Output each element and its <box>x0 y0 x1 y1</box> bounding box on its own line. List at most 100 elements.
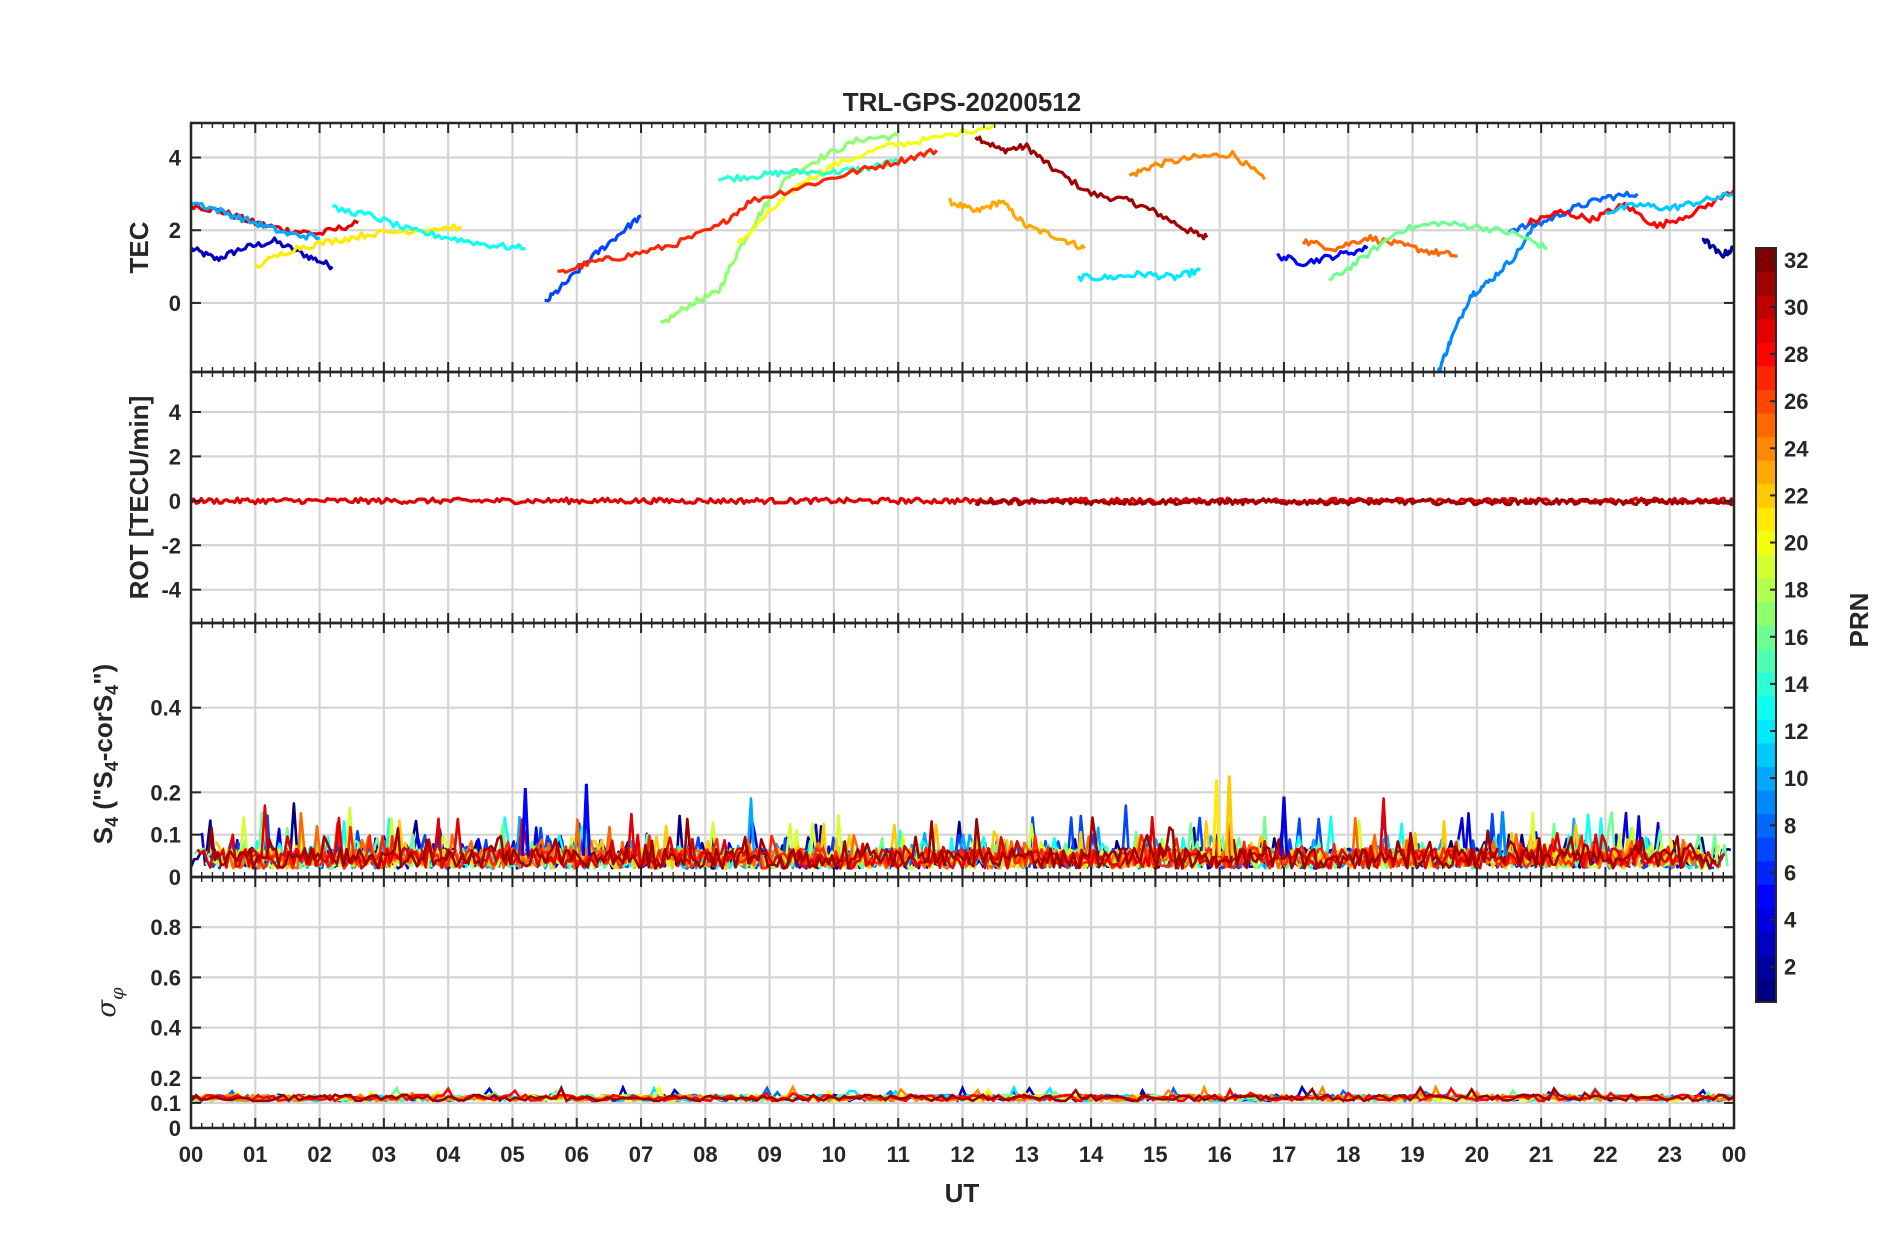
colorbar-tick-label: 32 <box>1784 248 1808 273</box>
panel-tec-series-prn13 <box>332 204 526 251</box>
tick-layer <box>190 123 1735 1129</box>
x-axis-label: UT <box>945 1178 980 1208</box>
panel-tec-series-prn10 <box>190 201 321 241</box>
panel-tec-series-prn23 <box>948 197 1086 251</box>
colorbar-segment <box>1756 507 1776 532</box>
panel-tec-series-prn11 <box>1604 191 1735 215</box>
colorbar-segment <box>1756 412 1776 438</box>
x-tick-label: 20 <box>1465 1142 1489 1167</box>
x-tick-label: 17 <box>1272 1142 1296 1167</box>
y-axis-label-rot: ROT [TECU/min] <box>124 396 154 600</box>
x-tick-label: 00 <box>179 1142 203 1167</box>
panel-s4-peak-prn5 <box>520 788 530 856</box>
y-axis-label-part: 4 <box>102 685 122 695</box>
x-tick-label: 18 <box>1336 1142 1360 1167</box>
panel-tec-series-prn17 <box>660 131 900 324</box>
x-tick-label: 00 <box>1722 1142 1746 1167</box>
x-tick-label: 23 <box>1657 1142 1681 1167</box>
panel-tec-series-prn28 <box>1526 189 1736 229</box>
y-axis-label-part: -corS <box>88 695 118 761</box>
y-axis-label-part: 4 <box>102 761 122 771</box>
y-axis-label-part: φ <box>107 987 128 1000</box>
panel-s4-peak-prn4 <box>1279 796 1289 856</box>
x-tick-label: 10 <box>822 1142 846 1167</box>
colorbar-tick-label: 28 <box>1784 342 1808 367</box>
panel-rot-ytick-label: 4 <box>169 400 182 425</box>
panel-s4-peak-prn22 <box>1224 775 1234 856</box>
colorbar-tick-label: 12 <box>1784 719 1808 744</box>
x-tick-label: 12 <box>950 1142 974 1167</box>
panel-tec-series-prn27 <box>557 147 938 274</box>
panel-tec-series-prn12 <box>1076 267 1202 283</box>
colorbar-segment <box>1756 318 1776 343</box>
y-axis-label-tec: TEC <box>124 221 154 273</box>
colorbar-segment <box>1756 789 1776 815</box>
colorbar-segment <box>1756 672 1776 697</box>
panel-sigma-series-prn31 <box>190 1084 1735 1103</box>
panel-rot-ytick-label: -4 <box>161 578 181 603</box>
panel-tec-series-prn9 <box>1436 215 1543 373</box>
colorbar-tick-label: 4 <box>1784 908 1797 933</box>
colorbar-segment <box>1756 271 1776 296</box>
colorbar-frame <box>1755 247 1777 1003</box>
colorbar-tick-label: 16 <box>1784 625 1808 650</box>
colorbar-segment <box>1756 766 1776 791</box>
panel-tec-series-prn5 <box>1276 244 1369 268</box>
colorbar-segment <box>1756 530 1776 555</box>
panel-rot-ytick-label: -2 <box>161 533 181 558</box>
colorbar-tick-label: 2 <box>1784 955 1796 980</box>
colorbar-tick-label: 10 <box>1784 766 1808 791</box>
panel-tec-series-prn2 <box>1701 237 1735 259</box>
x-tick-label: 11 <box>887 1142 910 1167</box>
panel-s4-peak-prn5 <box>581 783 591 856</box>
x-tick-label: 19 <box>1400 1142 1424 1167</box>
panel-s4-ytick-label: 0.2 <box>150 780 181 805</box>
colorbar-segment <box>1756 648 1776 673</box>
chart-title: TRL-GPS-20200512 <box>843 87 1081 117</box>
panel-s4-peak-prn9 <box>1498 811 1508 856</box>
panel-tec-ytick-label: 0 <box>169 291 181 316</box>
colorbar-tick-label: 14 <box>1784 672 1809 697</box>
panel-tec-series-prn25 <box>1301 234 1458 258</box>
y-axis-label-part: ("S <box>88 771 118 817</box>
panel-s4-ytick-label: 0 <box>169 865 181 890</box>
x-tick-label: 05 <box>500 1142 524 1167</box>
x-tick-label: 14 <box>1079 1142 1104 1167</box>
panel-tec-ytick-label: 2 <box>169 218 181 243</box>
x-tick-label: 08 <box>693 1142 717 1167</box>
colorbar-tick-label: 24 <box>1784 436 1809 461</box>
colorbar-segment <box>1756 460 1776 485</box>
panel-rot-ytick-label: 0 <box>169 489 181 514</box>
y-axis-label-part: ") <box>88 664 118 685</box>
colorbar-segment <box>1756 978 1776 1003</box>
panel-tec-series-prn16 <box>1328 220 1548 282</box>
y-axis-label-s4: S4 ("S4-corS4") <box>88 664 122 844</box>
panel-sigma_phi-ytick-label: 0.4 <box>150 1016 181 1041</box>
panel-s4-ytick-label: 0.1 <box>150 823 181 848</box>
colorbar-segment <box>1756 884 1776 909</box>
x-tick-label: 03 <box>372 1142 396 1167</box>
panel-tec-series-prn3 <box>189 236 334 271</box>
colorbar-segment <box>1756 248 1776 273</box>
colorbar-label: PRN <box>1844 593 1874 648</box>
colorbar-segment <box>1756 436 1776 461</box>
panel-s4-ytick-label: 0.4 <box>150 696 181 721</box>
colorbar-segment <box>1756 389 1776 414</box>
panel-rot-ytick-label: 2 <box>169 444 181 469</box>
colorbar-segment <box>1756 742 1776 767</box>
x-tick-label: 09 <box>757 1142 781 1167</box>
panel-sigma_phi-ytick-label: 0.8 <box>150 915 181 940</box>
colorbar-segment <box>1756 954 1776 980</box>
x-tick-label: 21 <box>1529 1142 1553 1167</box>
x-tick-label: 16 <box>1207 1142 1231 1167</box>
colorbar-segment <box>1756 577 1776 603</box>
colorbar-tick-label: 30 <box>1784 295 1808 320</box>
colorbar-tick-label: 22 <box>1784 483 1808 508</box>
colorbar-segment <box>1756 295 1776 320</box>
colorbar-segment <box>1756 625 1776 650</box>
x-tick-label: 22 <box>1593 1142 1617 1167</box>
colorbar-segment <box>1756 365 1776 390</box>
